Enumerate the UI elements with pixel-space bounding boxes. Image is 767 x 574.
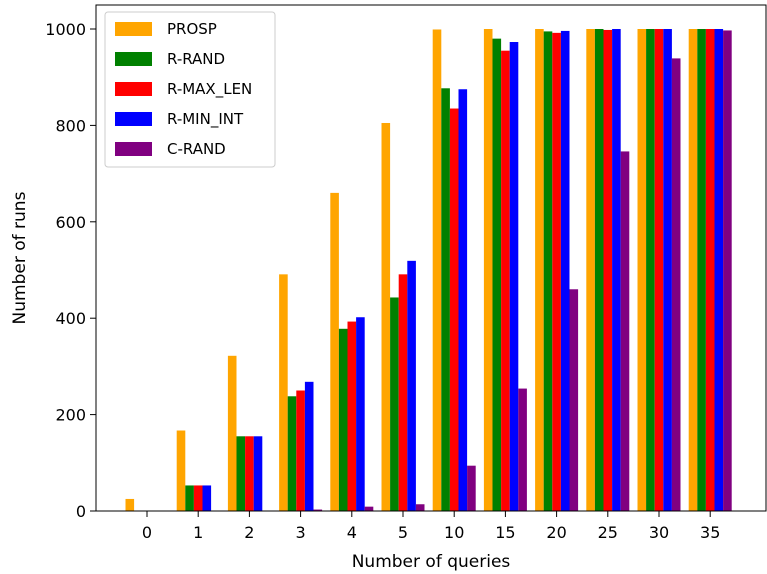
bar-prosp-10 bbox=[432, 29, 442, 511]
bar-r-min-int-2 bbox=[253, 436, 263, 511]
bar-r-max-len-15 bbox=[501, 50, 510, 511]
bar-r-max-len-35 bbox=[705, 29, 715, 511]
bar-prosp-3 bbox=[279, 274, 288, 511]
bar-prosp-35 bbox=[688, 29, 698, 511]
legend-box bbox=[104, 11, 276, 168]
legend-swatch bbox=[115, 142, 152, 156]
bar-r-rand-20 bbox=[543, 31, 553, 511]
x-tick-label: 1 bbox=[193, 523, 203, 542]
bar-c-rand-25 bbox=[620, 151, 630, 511]
y-axis: 0 200 400 600 800 1000 bbox=[45, 20, 96, 521]
bar-r-min-int-30 bbox=[663, 29, 672, 511]
x-axis: 0 1 2 3 4 5 10 15 20 25 30 35 bbox=[142, 511, 720, 542]
legend-label: C-RAND bbox=[167, 140, 226, 158]
bar-r-max-len-25 bbox=[603, 29, 613, 512]
bar-r-max-len-1 bbox=[193, 485, 203, 511]
bar-r-min-int-20 bbox=[560, 30, 570, 512]
x-tick-label: 5 bbox=[398, 523, 408, 542]
bar-c-rand-15 bbox=[518, 388, 527, 511]
bar-r-rand-30 bbox=[646, 29, 655, 511]
x-tick-label: 35 bbox=[700, 523, 720, 542]
x-tick-label: 0 bbox=[142, 523, 152, 542]
bar-r-rand-25 bbox=[594, 29, 604, 511]
y-tick-label: 0 bbox=[76, 502, 86, 521]
bar-r-max-len-4 bbox=[347, 321, 357, 511]
bar-r-rand-35 bbox=[697, 29, 706, 511]
x-tick-label: 15 bbox=[495, 523, 515, 542]
bar-c-rand-10 bbox=[467, 465, 476, 511]
bar-c-rand-30 bbox=[671, 58, 681, 512]
bar-r-rand-3 bbox=[287, 396, 297, 511]
bars-group bbox=[125, 29, 732, 512]
legend-swatch bbox=[115, 22, 152, 36]
bar-prosp-25 bbox=[586, 29, 595, 511]
bar-r-min-int-5 bbox=[407, 260, 416, 511]
bar-r-rand-1 bbox=[185, 485, 194, 511]
bar-r-min-int-1 bbox=[202, 485, 212, 511]
bar-c-rand-3 bbox=[313, 509, 323, 511]
bar-r-max-len-10 bbox=[449, 108, 459, 511]
bar-prosp-5 bbox=[381, 122, 391, 512]
legend-swatch bbox=[115, 112, 152, 126]
bar-r-min-int-3 bbox=[304, 381, 314, 511]
bar-c-rand-20 bbox=[569, 289, 579, 511]
x-tick-label: 30 bbox=[649, 523, 669, 542]
bar-r-rand-5 bbox=[390, 297, 399, 511]
bar-prosp-2 bbox=[227, 355, 237, 511]
legend-label: R-MAX_LEN bbox=[167, 80, 252, 99]
bar-prosp-20 bbox=[535, 29, 544, 511]
x-tick-label: 3 bbox=[296, 523, 306, 542]
bar-r-min-int-25 bbox=[612, 29, 621, 511]
bar-r-max-len-20 bbox=[552, 32, 561, 512]
bar-r-max-len-5 bbox=[398, 274, 408, 511]
x-axis-label: Number of queries bbox=[352, 552, 511, 572]
y-tick-label: 1000 bbox=[45, 20, 86, 39]
bar-r-max-len-2 bbox=[245, 436, 254, 511]
bar-r-min-int-4 bbox=[356, 317, 365, 511]
plot-frame bbox=[95, 4, 767, 512]
x-tick-label: 25 bbox=[598, 523, 618, 542]
bar-prosp-4 bbox=[330, 192, 339, 511]
bar-r-rand-15 bbox=[492, 38, 502, 511]
legend-swatch bbox=[115, 82, 152, 96]
x-tick-label: 4 bbox=[347, 523, 357, 542]
bar-r-min-int-35 bbox=[714, 29, 724, 511]
bar-prosp-0 bbox=[125, 498, 135, 511]
bar-prosp-1 bbox=[176, 430, 186, 511]
legend-label: R-MIN_INT bbox=[167, 110, 244, 129]
bar-c-rand-35 bbox=[723, 30, 732, 511]
x-tick-label: 20 bbox=[546, 523, 566, 542]
y-tick-label: 800 bbox=[55, 116, 86, 135]
y-tick-label: 200 bbox=[55, 406, 86, 425]
legend-label: R-RAND bbox=[167, 50, 225, 68]
x-tick-label: 10 bbox=[444, 523, 464, 542]
bar-r-rand-10 bbox=[441, 88, 450, 511]
bar-prosp-15 bbox=[483, 29, 493, 511]
bar-r-min-int-15 bbox=[509, 42, 519, 511]
y-axis-label: Number of runs bbox=[10, 191, 30, 324]
y-tick-label: 400 bbox=[55, 309, 86, 328]
legend-label: PROSP bbox=[167, 20, 217, 38]
legend: PROSP R-RAND R-MAX_LEN R-MIN_INT C-RAND bbox=[104, 11, 276, 168]
bar-r-max-len-3 bbox=[296, 390, 305, 511]
bar-c-rand-4 bbox=[364, 506, 374, 511]
bar-r-rand-2 bbox=[236, 436, 246, 511]
bar-prosp-30 bbox=[637, 29, 647, 511]
legend-swatch bbox=[115, 52, 152, 66]
bar-r-max-len-30 bbox=[654, 29, 664, 511]
bar-r-min-int-10 bbox=[458, 89, 468, 511]
y-tick-label: 600 bbox=[55, 213, 86, 232]
bar-r-rand-4 bbox=[338, 328, 348, 511]
x-tick-label: 2 bbox=[244, 523, 254, 542]
bar-c-rand-5 bbox=[415, 504, 425, 511]
